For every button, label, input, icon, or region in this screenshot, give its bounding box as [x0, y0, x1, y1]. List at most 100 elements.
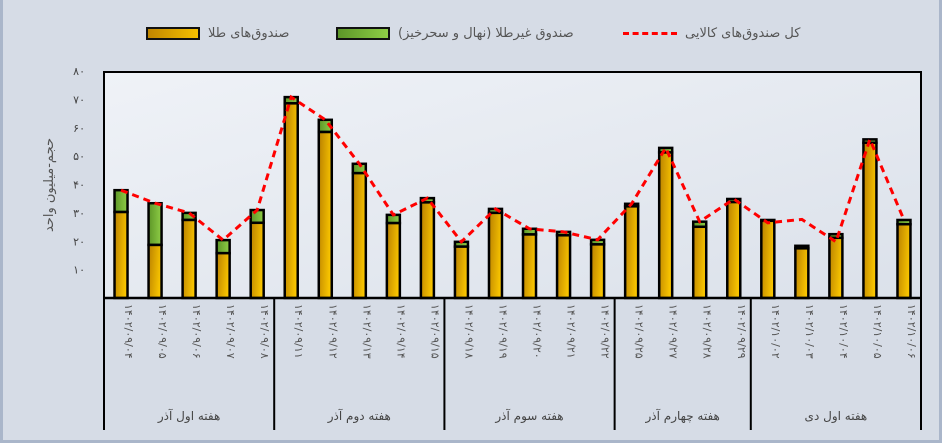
bar-stack	[487, 207, 504, 300]
green-swatch-icon	[336, 26, 390, 40]
x-tick-label: ۱۴۰۲/۰۹/۲۹	[735, 304, 748, 359]
bar-gold	[385, 221, 402, 300]
bar-stack	[317, 118, 334, 300]
legend-label-gold: صندوق‌های طلا	[208, 25, 290, 41]
bar-stack	[453, 240, 470, 300]
plot-area	[103, 71, 922, 299]
bar-stack	[147, 201, 163, 300]
gold-swatch-icon	[146, 26, 200, 40]
bar-stack	[181, 211, 197, 300]
legend-item-nongold: صندوق غیرطلا (نهال و سحرخیز)	[336, 24, 574, 42]
x-tick-label: ۱۴۰۲/۰۹/۱۳	[360, 304, 373, 359]
group-label: هفته سوم آذر	[494, 408, 563, 424]
legend-item-total: کل صندوق‌های کالایی	[623, 24, 800, 42]
x-tick-label: ۱۴۰۲/۰۹/۱۸	[462, 304, 475, 359]
bar-gold	[657, 151, 674, 300]
x-tick-label: ۱۴۰۲/۰۹/۱۵	[428, 304, 441, 359]
x-tick-label: ۱۴۰۲/۰۹/۲۵	[633, 304, 646, 359]
bar-gold	[896, 222, 912, 300]
bar-stack	[862, 138, 878, 300]
x-tick-label: ۱۴۰۲/۰۹/۱۹	[496, 304, 509, 359]
group-label: هفته دوم آذر	[327, 408, 391, 424]
x-tick-label: ۱۴۰۲/۰۹/۱۴	[394, 304, 407, 359]
bar-stack	[691, 220, 708, 300]
legend-label-nongold: صندوق غیرطلا (نهال و سحرخیز)	[398, 25, 574, 41]
bar-stack	[896, 218, 912, 300]
x-tick-label: ۱۴۰۲/۰۹/۲۰	[531, 304, 544, 359]
legend: کل صندوق‌های کالایی صندوق غیرطلا (نهال و…	[3, 20, 942, 44]
bar-gold	[555, 234, 572, 300]
x-tick-label: ۱۴۰۲/۰۹/۲۷	[667, 304, 680, 359]
bar-stack	[623, 202, 640, 300]
bar-stack	[419, 196, 436, 300]
bar-gold	[283, 102, 299, 300]
bar-stack	[521, 227, 538, 300]
bar-stack	[555, 230, 572, 300]
bar-gold	[794, 247, 810, 300]
bar-gold	[351, 171, 368, 300]
legend-label-total: کل صندوق‌های کالایی	[685, 25, 801, 41]
y-tick-label: ۳۰	[73, 207, 85, 220]
y-axis-ticks: ۱۰ ۲۰ ۳۰ ۴۰ ۵۰ ۶۰ ۷۰ ۸۰	[73, 65, 85, 277]
bar-gold	[589, 243, 606, 300]
bar-stack	[249, 208, 265, 300]
bar-gold	[215, 251, 231, 300]
bar-stack	[657, 146, 674, 300]
group-label: هفته چهارم آذر	[645, 408, 720, 424]
x-tick-label: ۱۴۰۲/۱۰/۰۵	[871, 304, 884, 359]
dashed-line-swatch-icon	[623, 31, 677, 35]
bars	[113, 95, 912, 300]
y-tick-label: ۴۰	[73, 179, 85, 192]
y-tick-label: ۸۰	[73, 65, 85, 78]
bar-stack	[385, 213, 402, 300]
chart-svg: ۱۰ ۲۰ ۳۰ ۴۰ ۵۰ ۶۰ ۷۰ ۸۰ حجم-میلیون واحد ۱۴۰۲/۰۹…	[42, 65, 922, 430]
bar-stack	[589, 238, 606, 300]
x-tick-label: ۱۴۰۲/۰۹/۲۲	[599, 304, 612, 359]
bar-gold	[521, 233, 538, 300]
bar-stack	[794, 244, 810, 300]
bar-gold	[147, 243, 163, 300]
x-axis: ۱۴۰۲/۰۹/۰۴ ۱۴۰۲/۰۹/۰۵ ۱۴۰۲/۰۹/۰۶ ۱۴۰۲/۰۹/۰۷…	[103, 296, 922, 430]
bar-gold	[828, 236, 844, 300]
y-tick-label: ۵۰	[73, 150, 85, 163]
y-tick-label: ۷۰	[73, 93, 85, 106]
bar-gold	[113, 210, 129, 300]
bar-stack	[283, 95, 299, 300]
bar-gold	[487, 211, 504, 300]
bar-nongold	[147, 201, 163, 247]
bar-stack	[726, 197, 742, 300]
bar-gold	[249, 221, 265, 300]
y-tick-label: ۱۰	[73, 264, 85, 277]
x-tick-label: ۱۴۰۲/۱۰/۰۲	[769, 304, 782, 359]
x-tick-label: ۱۴۰۲/۰۹/۱۲	[326, 304, 339, 359]
x-tick-label: ۱۴۰۲/۱۰/۰۴	[837, 304, 850, 359]
legend-item-gold: صندوق‌های طلا	[146, 24, 289, 42]
bar-stack	[351, 162, 368, 300]
bar-stack	[828, 232, 844, 300]
bar-gold	[760, 219, 776, 300]
group-label: هفته اول دی	[805, 409, 868, 424]
x-tick-label: ۱۴۰۲/۰۹/۰۸	[258, 304, 271, 359]
x-tick-label: ۱۴۰۲/۰۹/۲۱	[565, 304, 578, 359]
x-tick-label: ۱۴۰۲/۰۹/۰۷	[224, 304, 237, 359]
x-tick-label: ۱۴۰۲/۰۹/۲۸	[701, 304, 714, 359]
bar-gold	[623, 205, 640, 300]
x-tick-label: ۱۴۰۲/۰۹/۰۴	[122, 304, 135, 359]
x-tick-label: ۱۴۰۲/۱۰/۰۶	[905, 304, 918, 359]
bar-gold	[862, 141, 878, 300]
bar-stack	[113, 188, 129, 300]
bar-gold	[726, 200, 742, 300]
y-tick-label: ۶۰	[73, 122, 85, 135]
bar-gold	[181, 218, 197, 300]
x-tick-label: ۱۴۰۲/۰۹/۰۶	[190, 304, 203, 359]
bar-nongold	[215, 238, 231, 255]
bar-stack	[760, 218, 776, 300]
bar-gold	[317, 130, 334, 300]
bar-stack	[215, 238, 231, 300]
x-tick-label: ۱۴۰۲/۱۰/۰۳	[803, 304, 816, 359]
x-tick-label: ۱۴۰۲/۰۹/۰۵	[156, 304, 169, 359]
bar-gold	[419, 201, 436, 300]
group-label: هفته اول آذر	[157, 408, 220, 424]
y-axis-title: حجم-میلیون واحد	[42, 138, 57, 232]
